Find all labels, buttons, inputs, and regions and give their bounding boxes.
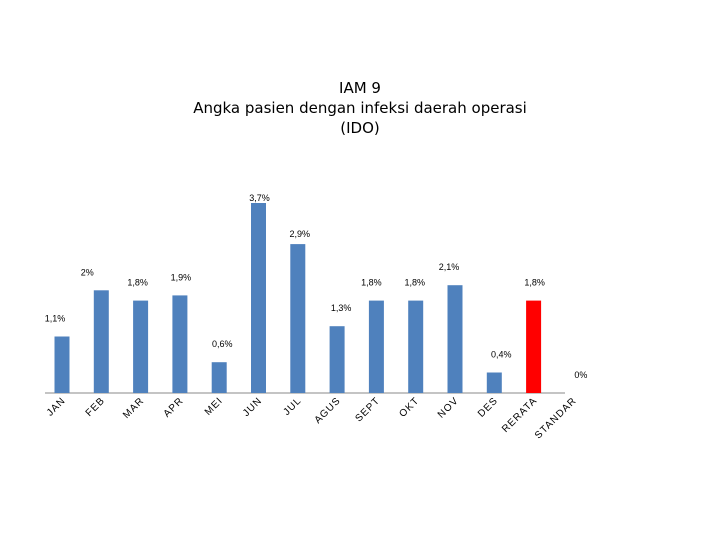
tick-label-sept: SEPT — [353, 395, 382, 424]
tick-label-nov: NOV — [436, 395, 461, 420]
bar-sept — [368, 300, 384, 393]
data-label-jan: 1,1% — [45, 314, 66, 324]
bar-agus — [329, 326, 345, 393]
bar-mei — [211, 362, 227, 393]
data-label-jul: 2,9% — [290, 229, 311, 239]
chart-title-line-3: (IDO) — [340, 119, 380, 137]
data-label-feb: 2% — [81, 267, 94, 277]
data-label-sept: 1,8% — [361, 278, 382, 288]
data-label-okt: 1,8% — [404, 278, 425, 288]
bar-jun — [251, 203, 266, 393]
tick-label-jul: JUL — [281, 395, 303, 417]
tick-label-okt: OKT — [397, 395, 421, 419]
chart-title-line-2: Angka pasien dengan infeksi daerah opera… — [193, 99, 527, 117]
tick-label-rerata: RERATA — [500, 395, 540, 435]
bar-feb — [93, 290, 109, 393]
tick-label-des: DES — [476, 395, 500, 419]
chart-title-line-1: IAM 9 — [339, 79, 381, 97]
bar-des — [486, 372, 502, 393]
tick-label-mar: MAR — [121, 395, 147, 421]
bar-mar — [133, 300, 149, 393]
data-label-mei: 0,6% — [212, 339, 233, 349]
bar-apr — [172, 295, 188, 393]
chart-title: IAM 9 Angka pasien dengan infeksi daerah… — [0, 78, 720, 138]
tick-label-mei: MEI — [203, 395, 225, 417]
tick-label-standar: STANDAR — [533, 395, 579, 441]
bar-okt — [408, 300, 424, 393]
data-label-agus: 1,3% — [331, 303, 352, 313]
data-label-standar: 0% — [574, 370, 587, 380]
data-label-apr: 1,9% — [171, 272, 192, 282]
bar-jan — [54, 336, 70, 393]
data-label-rerata: 1,8% — [524, 278, 545, 288]
data-label-des: 0,4% — [491, 350, 512, 360]
data-label-nov: 2,1% — [439, 262, 460, 272]
tick-label-feb: FEB — [84, 395, 108, 419]
bar-jul — [290, 244, 306, 393]
bar-rerata — [526, 300, 542, 393]
tick-label-jun: JUN — [241, 395, 265, 419]
tick-label-apr: APR — [162, 395, 186, 419]
bar-nov — [447, 285, 463, 393]
data-label-mar: 1,8% — [127, 278, 148, 288]
tick-label-jan: JAN — [45, 395, 68, 418]
tick-label-agus: AGUS — [313, 395, 344, 426]
data-label-jun: 3,7% — [249, 193, 270, 203]
